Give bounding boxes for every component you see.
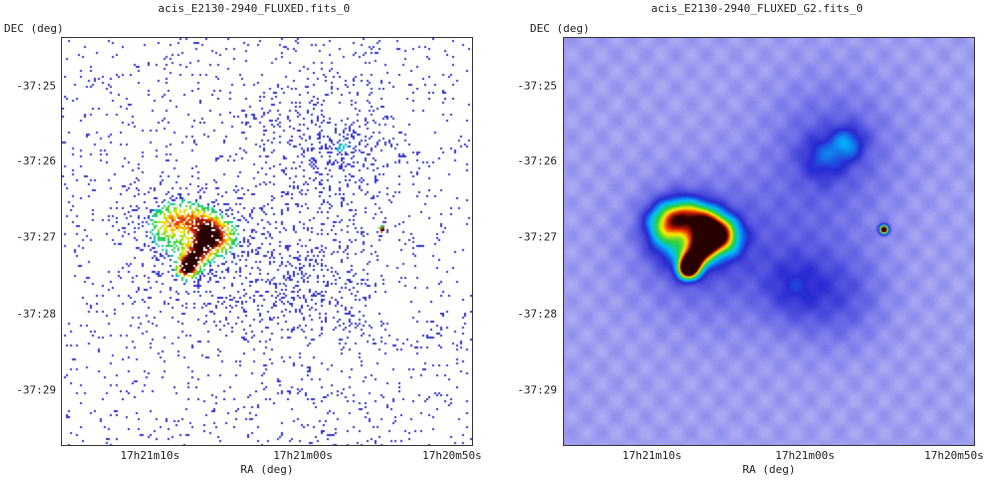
right-panel-title: acis_E2130-2940_FLUXED_G2.fits_0	[651, 2, 863, 15]
left-image-frame[interactable]	[61, 37, 473, 446]
right-dec-tick-1: -37:25	[517, 79, 557, 93]
right-ra-axis-label: RA (deg)	[742, 463, 796, 476]
left-ra-tick-3: 17h20m50s	[422, 449, 482, 462]
right-ra-tick-2: 17h21m00s	[775, 449, 835, 462]
left-dec-axis-label: DEC (deg)	[4, 22, 64, 35]
left-raw-image	[62, 38, 472, 445]
right-image-frame[interactable]	[563, 37, 975, 446]
right-dec-tick-2: -37:26	[517, 154, 557, 168]
right-dec-tick-5: -37:29	[517, 383, 557, 397]
left-panel-title: acis_E2130-2940_FLUXED.fits_0	[158, 2, 351, 15]
right-dec-tick-4: -37:28	[517, 307, 557, 321]
left-ra-tick-1: 17h21m10s	[120, 449, 180, 462]
left-dec-tick-1: -37:25	[16, 79, 56, 93]
right-ra-tick-1: 17h21m10s	[622, 449, 682, 462]
right-dec-tick-3: -37:27	[517, 230, 557, 244]
left-dec-tick-4: -37:28	[16, 307, 56, 321]
left-dec-tick-5: -37:29	[16, 383, 56, 397]
right-smoothed-image	[564, 38, 974, 445]
left-dec-tick-2: -37:26	[16, 154, 56, 168]
right-dec-axis-label: DEC (deg)	[530, 22, 590, 35]
right-ra-tick-3: 17h20m50s	[924, 449, 984, 462]
left-ra-tick-2: 17h21m00s	[273, 449, 333, 462]
left-ra-axis-label: RA (deg)	[240, 463, 294, 476]
left-dec-tick-3: -37:27	[16, 230, 56, 244]
